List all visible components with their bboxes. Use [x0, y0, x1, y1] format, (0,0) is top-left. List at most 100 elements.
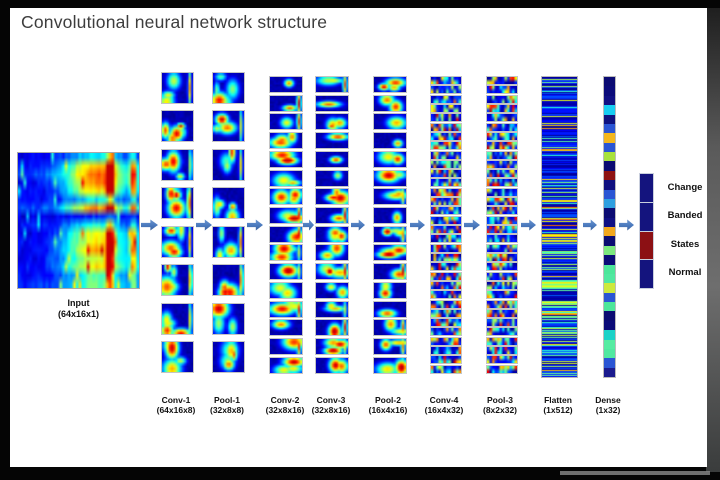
feature-map: [212, 187, 245, 220]
feature-map: [161, 264, 194, 297]
layer-name: Pool-3: [487, 395, 513, 405]
layer-label-dense: Dense (1x32): [579, 395, 637, 415]
feature-map: [486, 280, 518, 290]
feature-map: [161, 302, 194, 335]
layer-label-pool-2: Pool-2 (16x4x16): [359, 395, 417, 415]
input-label-name: Input: [67, 298, 90, 308]
layer-shape: (1x32): [595, 405, 621, 415]
output-class-bar: [639, 173, 654, 289]
dense-cell: [604, 86, 615, 96]
feature-map: [315, 319, 349, 337]
feature-map: [373, 356, 407, 374]
input-heatmap: [17, 152, 140, 289]
dense-cell: [604, 320, 615, 331]
feature-map: [486, 187, 518, 197]
feature-map: [269, 113, 303, 131]
layer-label-conv-3: Conv-3 (32x8x16): [302, 395, 360, 415]
dense-cell: [604, 227, 615, 237]
feature-map: [269, 338, 303, 356]
feature-map: [373, 263, 407, 281]
feature-map: [430, 197, 462, 207]
feature-map: [373, 150, 407, 168]
dense-cell: [604, 142, 615, 152]
layer-label-conv-4: Conv-4 (16x4x32): [415, 395, 473, 415]
feature-map: [430, 243, 462, 253]
feature-map: [430, 364, 462, 374]
dense-cell: [604, 217, 615, 227]
feature-map: [269, 207, 303, 225]
feature-map: [486, 308, 518, 318]
dense-cell: [604, 292, 615, 302]
flow-arrow-icon: [583, 219, 597, 231]
feature-map: [486, 141, 518, 151]
dense-cell: [604, 283, 615, 293]
feature-map: [430, 327, 462, 337]
layer-label-conv-2: Conv-2 (32x8x16): [256, 395, 314, 415]
flow-arrow-icon: [410, 219, 425, 231]
feature-map: [161, 110, 194, 143]
feature-map: [315, 300, 349, 318]
dense-cell: [604, 348, 615, 359]
feature-map: [373, 338, 407, 356]
feature-map: [486, 299, 518, 309]
feature-map: [430, 206, 462, 216]
feature-map: [486, 290, 518, 300]
layer-shape: (16x4x16): [368, 405, 408, 415]
feature-map: [373, 300, 407, 318]
output-class-cell: [640, 174, 653, 202]
feature-map: [373, 76, 407, 93]
flow-arrow-icon: [619, 219, 634, 231]
flow-arrow-icon: [464, 219, 480, 231]
feature-map: [486, 178, 518, 188]
feature-map: [430, 355, 462, 365]
feature-map: [486, 215, 518, 225]
feature-map: [430, 225, 462, 234]
feature-map: [269, 225, 303, 243]
feature-map: [486, 122, 518, 132]
flow-arrow-icon: [141, 219, 158, 231]
feature-map: [486, 169, 518, 179]
dense-cell: [604, 367, 615, 377]
feature-map: [486, 336, 518, 346]
feature-map: [430, 113, 462, 123]
feature-map: [430, 280, 462, 290]
feature-map: [430, 159, 462, 169]
layer-column-conv-3: [315, 76, 349, 374]
layer-name: Conv-3: [316, 395, 346, 405]
dense-cell: [604, 302, 615, 312]
layer-column-pool-1: [212, 72, 245, 373]
dense-cell: [604, 123, 615, 134]
output-class-label: States: [670, 238, 700, 250]
feature-map: [430, 187, 462, 197]
dense-cell: [604, 152, 615, 162]
layer-shape: (8x2x32): [482, 405, 518, 415]
feature-map: [161, 148, 194, 181]
dense-cell: [604, 330, 615, 340]
feature-map: [373, 188, 407, 206]
feature-map: [430, 103, 462, 113]
feature-map: [486, 234, 518, 244]
page-title: Convolutional neural network structure: [21, 12, 328, 32]
feature-map: [486, 85, 518, 95]
slide: Convolutional neural network structure I…: [10, 8, 707, 467]
feature-map: [269, 281, 303, 299]
feature-map: [315, 207, 349, 225]
feature-map: [269, 300, 303, 318]
feature-map: [269, 150, 303, 168]
feature-map: [269, 132, 303, 150]
output-class-cell: [640, 202, 653, 231]
dense-cell: [604, 208, 615, 218]
feature-map: [269, 244, 303, 262]
feature-map: [430, 141, 462, 151]
feature-map: [373, 281, 407, 299]
output-class-label: Change: [667, 181, 703, 193]
feature-map: [269, 169, 303, 187]
flow-arrow-icon: [196, 219, 212, 231]
dense-cell: [604, 161, 615, 171]
feature-map: [315, 356, 349, 374]
feature-map: [430, 215, 462, 225]
feature-map: [373, 319, 407, 337]
feature-map: [430, 76, 462, 85]
feature-map: [486, 197, 518, 207]
feature-map: [161, 187, 194, 220]
